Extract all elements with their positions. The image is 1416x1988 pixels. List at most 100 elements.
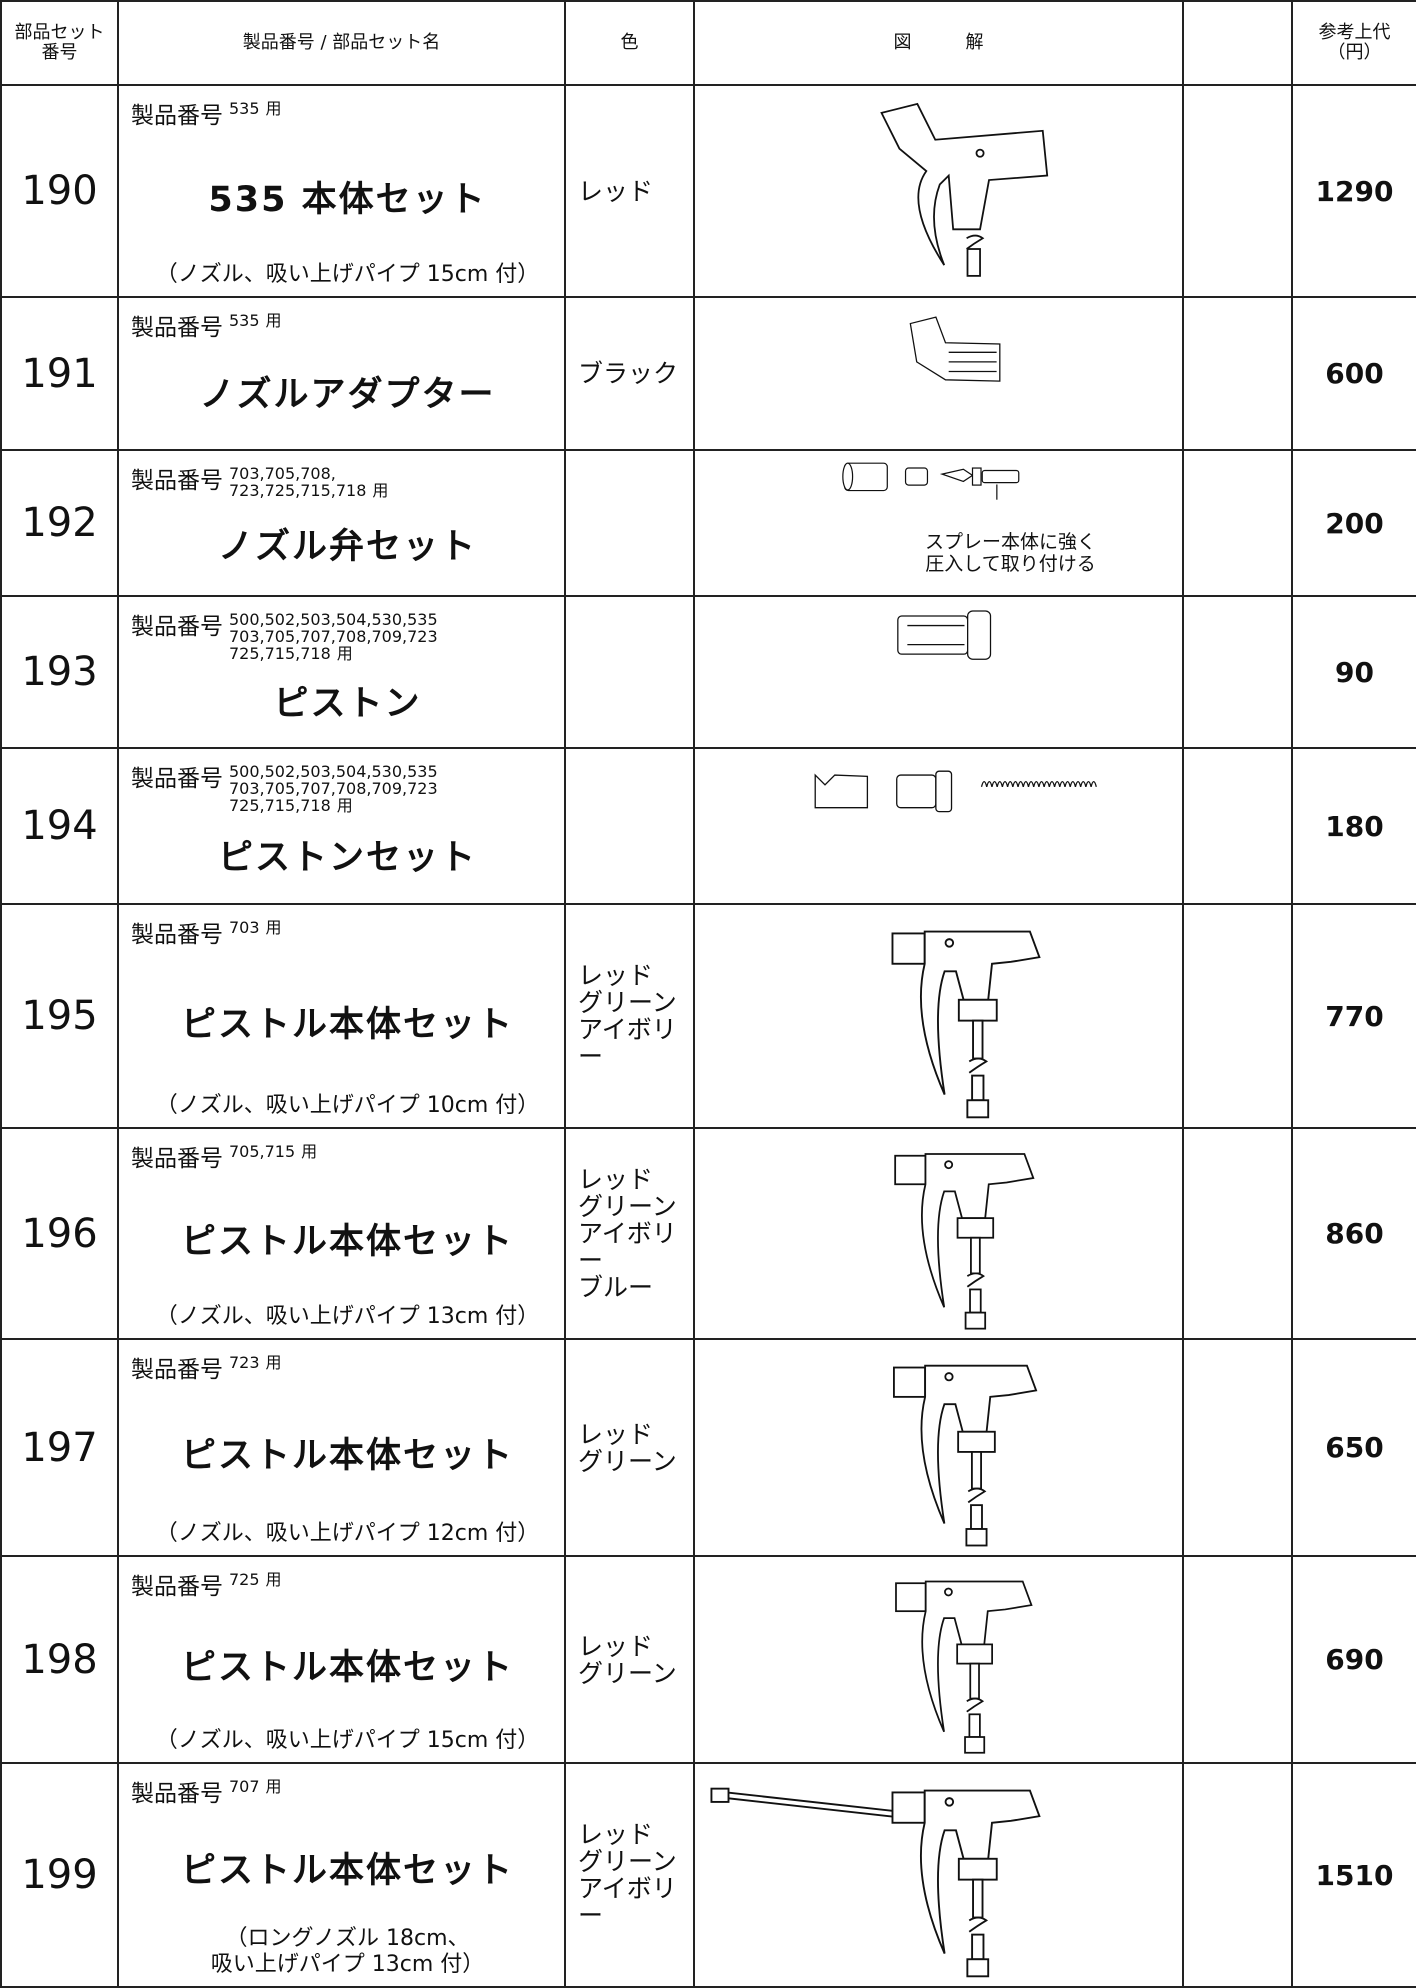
table-row: 198 製品番号 725 用ピストル本体セット （ノズル、吸い上げパイプ 15cm 付）… [0, 1555, 1416, 1764]
models: 725 用 [229, 1567, 282, 1588]
suffix: 用 [265, 1777, 282, 1796]
product-box: 製品番号 535 用 535 本体セット （ノズル、吸い上げパイプ 15cm 付） [120, 87, 563, 295]
diagram-note-line: スプレー本体に強く [925, 531, 1097, 553]
suffix: 用 [301, 1142, 318, 1161]
diagram-cell [693, 1762, 1184, 1988]
header-text: 部品セット [14, 22, 105, 43]
price: 650 [1291, 1338, 1416, 1557]
price: 770 [1291, 903, 1416, 1129]
part-name: 535 本体セット [208, 179, 487, 220]
table-row: 199 製品番号 707 用ピストル本体セット （ロングノズル 18cm、 吸い上げパイプ… [0, 1762, 1416, 1988]
note: （ノズル、吸い上げパイプ 13cm 付） [155, 1304, 540, 1329]
diagram-cell [693, 296, 1184, 451]
table-row: 192 製品番号 703,705,708, 723,725,715,718 用ノズル弁セ… [0, 449, 1416, 597]
product-label: 製品番号 [131, 922, 223, 948]
header-text: 製品番号 / 部品セット名 [242, 32, 441, 53]
color: レッド [578, 1419, 654, 1449]
product-box: 製品番号 725 用ピストル本体セット （ノズル、吸い上げパイプ 15cm 付） [120, 1558, 563, 1761]
table-row: 191 製品番号 535 用ノズルアダプター ブラック 600 [0, 296, 1416, 451]
part-number: 198 [0, 1555, 119, 1764]
price: 1290 [1291, 84, 1416, 298]
product-cell: 製品番号 707 用ピストル本体セット （ロングノズル 18cm、 吸い上げパイプ 13… [117, 1762, 566, 1988]
part-number: 196 [0, 1127, 119, 1340]
models: 703 用 [229, 915, 282, 936]
color-cell: ブラック [564, 296, 695, 451]
product-box: 製品番号 535 用ノズルアダプター [120, 299, 563, 448]
part-number: 191 [0, 296, 119, 451]
color-cell: レッド グリーン アイボリー [564, 1762, 695, 1988]
price: 860 [1291, 1127, 1416, 1340]
product-line: 製品番号 535 用 [131, 308, 563, 342]
price: 180 [1291, 747, 1416, 905]
blank-cell [1182, 903, 1293, 1129]
product-line: 製品番号 705,715 用 [131, 1139, 563, 1173]
part-number: 193 [0, 595, 119, 749]
product-box: 製品番号 703,705,708, 723,725,715,718 用ノズル弁セット [120, 452, 563, 594]
diagram-cell [693, 1338, 1184, 1557]
diagram [909, 316, 1001, 382]
color-cell: レッド グリーン アイボリー ブルー [564, 1127, 695, 1340]
note: （ロングノズル 18cm、 [225, 1926, 470, 1951]
product-box: 製品番号 500,502,503,504,530,535 703,705,707,7… [120, 598, 563, 746]
header-text: 色 [620, 32, 639, 53]
product-label: 製品番号 [131, 614, 223, 640]
product-label: 製品番号 [131, 766, 223, 792]
models: 707 用 [229, 1774, 282, 1795]
part-number: 195 [0, 903, 119, 1129]
price: 200 [1291, 449, 1416, 597]
diagram [893, 1364, 1038, 1547]
diagram [891, 930, 1041, 1119]
color: アイボリー [578, 1219, 677, 1275]
header-row: 部品セット 番号 製品番号 / 部品セット名 色 図 解 参考上代 （円） [0, 0, 1416, 86]
product-label: 製品番号 [131, 468, 223, 494]
header-text: （円） [1327, 42, 1382, 63]
suffix: 用 [372, 481, 389, 500]
models: 703,705,708, 723,725,715,718 用 [229, 461, 388, 499]
blank-cell [1182, 1762, 1293, 1988]
product-label: 製品番号 [131, 1781, 223, 1807]
header-cell: 部品セット 番号 [0, 0, 119, 86]
part-name: ピストンセット [217, 838, 477, 878]
part-number: 190 [0, 84, 119, 298]
price: 690 [1291, 1555, 1416, 1764]
part-name: ピストル本体セット [180, 1222, 514, 1262]
header-cell: 色 [564, 0, 695, 86]
product-label: 製品番号 [131, 1357, 223, 1383]
model-line: 725,715,718 用 [229, 644, 353, 663]
diagram [894, 1153, 1035, 1330]
color: アイボリー [578, 1015, 677, 1071]
model-line: 725 用 [229, 1570, 282, 1589]
color-cell: レッド グリーン [564, 1338, 695, 1557]
note: （ノズル、吸い上げパイプ 10cm 付） [155, 1093, 540, 1118]
suffix: 用 [265, 311, 282, 330]
diagram-cell [693, 595, 1184, 749]
color-cell [564, 449, 695, 597]
product-box: 製品番号 500,502,503,504,530,535 703,705,707,7… [120, 750, 563, 902]
diagram [814, 770, 1097, 813]
color-cell [564, 595, 695, 749]
color-cell: レッド [564, 84, 695, 298]
color: グリーン [578, 1192, 677, 1221]
model-line: 703,705,708, [229, 464, 336, 483]
model-line: 500,502,503,504,530,535 [229, 762, 438, 781]
product-cell: 製品番号 535 用ノズルアダプター [117, 296, 566, 451]
model-line: 723,725,715,718 用 [229, 481, 389, 500]
product-cell: 製品番号 703 用ピストル本体セット （ノズル、吸い上げパイプ 10cm 付） [117, 903, 566, 1129]
product-box: 製品番号 707 用ピストル本体セット （ロングノズル 18cm、 吸い上げパイプ 13… [120, 1765, 563, 1985]
model-line: 703,705,707,708,709,723 [229, 627, 438, 646]
note: （ノズル、吸い上げパイプ 12cm 付） [155, 1521, 540, 1546]
diagram-cell [693, 747, 1184, 905]
table-row: 197 製品番号 723 用ピストル本体セット （ノズル、吸い上げパイプ 12cm 付）… [0, 1338, 1416, 1557]
product-box: 製品番号 703 用ピストル本体セット （ノズル、吸い上げパイプ 10cm 付） [120, 906, 563, 1126]
product-box: 製品番号 723 用ピストル本体セット （ノズル、吸い上げパイプ 12cm 付） [120, 1341, 563, 1554]
price: 90 [1291, 595, 1416, 749]
product-line: 製品番号 703 用 [131, 915, 563, 949]
product-line: 製品番号 707 用 [131, 1774, 563, 1808]
blank-cell [1182, 296, 1293, 451]
diagram-cell [693, 1127, 1184, 1340]
diagram-cell [693, 1555, 1184, 1764]
product-line: 製品番号 500,502,503,504,530,535 703,705,707,7… [131, 607, 563, 663]
color: ブラック [578, 359, 679, 388]
